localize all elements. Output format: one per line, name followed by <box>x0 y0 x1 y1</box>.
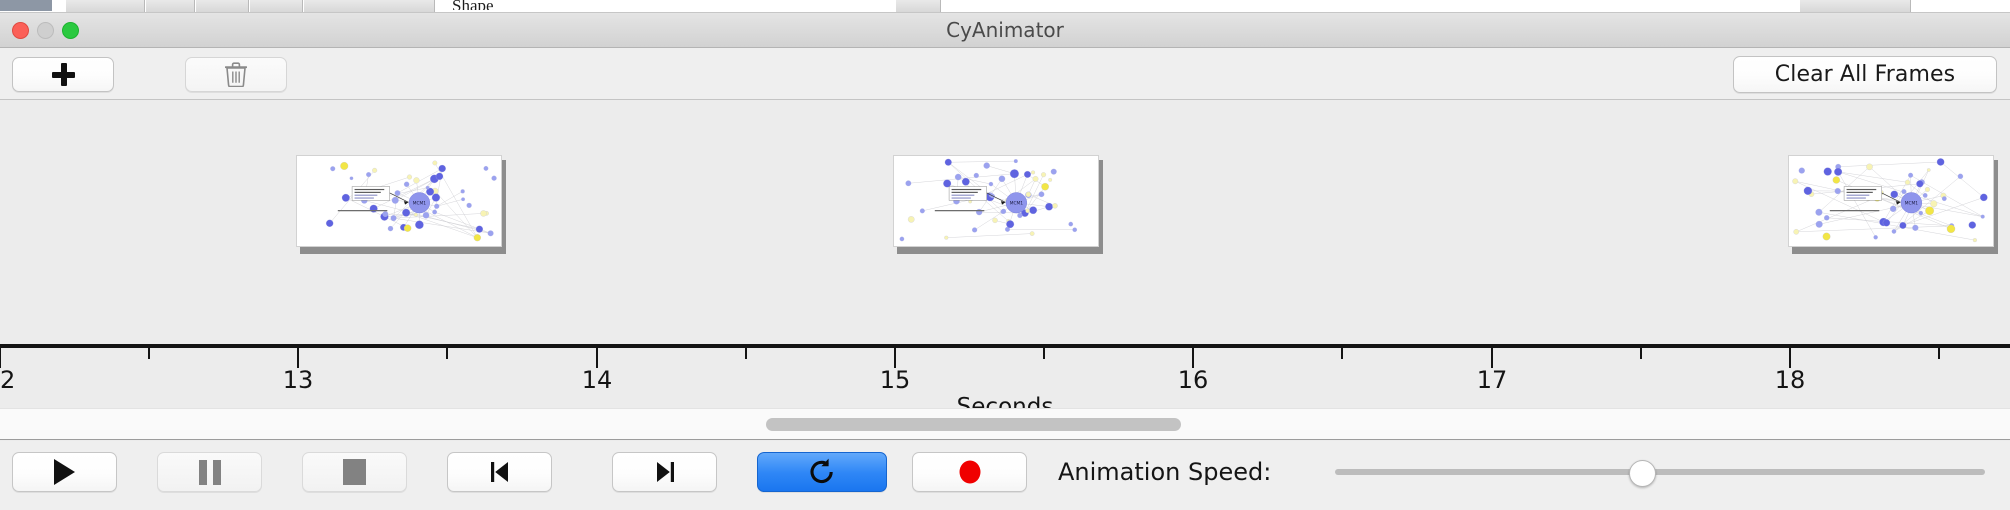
axis-tick-major <box>894 348 896 368</box>
background-tab-fragment <box>1800 0 1911 13</box>
network-graph-preview: MCM1 <box>1788 155 1994 247</box>
background-window-sliver: Shape <box>0 0 2010 13</box>
axis-tick-label: 17 <box>1476 366 1508 394</box>
skip-to-start-button[interactable] <box>447 452 552 492</box>
svg-text:MCM1: MCM1 <box>413 200 427 206</box>
background-tab-fragment <box>196 0 249 13</box>
axis-tick-major <box>0 348 1 368</box>
axis-tick-minor <box>148 348 150 359</box>
background-tab-fragment <box>146 0 195 13</box>
loop-button[interactable] <box>757 452 887 492</box>
loop-icon <box>810 458 833 484</box>
scrollbar-thumb[interactable] <box>766 418 1181 431</box>
stop-button[interactable] <box>302 452 407 492</box>
axis-tick-minor <box>446 348 448 359</box>
zoom-button[interactable] <box>62 22 79 39</box>
frame-thumbnail[interactable]: MCM1 <box>893 155 1103 254</box>
clear-all-frames-label: Clear All Frames <box>1774 62 1956 87</box>
network-graph-preview: MCM1 <box>893 155 1099 247</box>
background-tab-fragment <box>304 0 435 13</box>
network-graph-preview: MCM1 <box>296 155 502 247</box>
animation-speed-slider[interactable] <box>1335 452 1985 492</box>
frame-thumbnail[interactable]: MCM1 <box>296 155 506 254</box>
skip-to-end-button[interactable] <box>612 452 717 492</box>
background-tab-fragment <box>250 0 303 13</box>
delete-frame-button[interactable] <box>185 57 287 92</box>
plus-icon <box>51 63 75 86</box>
minimize-button[interactable] <box>37 22 54 39</box>
axis-tick-label: 13 <box>282 366 314 394</box>
svg-text:MCM1: MCM1 <box>1905 200 1919 206</box>
axis-tick-major <box>1789 348 1791 368</box>
animation-speed-label: Animation Speed: <box>1058 458 1272 486</box>
timeline-pane[interactable]: MCM1 MCM1 MCM1 12 13 14 15 16 17 18 Seconds <box>0 100 2010 408</box>
top-toolbar: Clear All Frames <box>0 48 2010 100</box>
background-window-label: Shape <box>452 0 494 10</box>
background-window-divider <box>0 12 2010 13</box>
axis-tick-major <box>1491 348 1493 368</box>
add-frame-button[interactable] <box>12 57 114 92</box>
stop-icon <box>343 459 366 485</box>
axis-tick-major <box>596 348 598 368</box>
axis-tick-major <box>297 348 299 368</box>
axis-tick-minor <box>745 348 747 359</box>
record-button[interactable] <box>912 452 1027 492</box>
axis-tick-label: 18 <box>1774 366 1806 394</box>
pause-button[interactable] <box>157 452 262 492</box>
window-title: CyAnimator <box>946 18 1064 42</box>
slider-track <box>1335 469 1985 475</box>
slider-thumb[interactable] <box>1628 460 1656 487</box>
play-icon <box>54 459 75 485</box>
record-icon <box>959 460 980 484</box>
axis-tick-label: 14 <box>581 366 613 394</box>
background-tab-fragment <box>66 0 145 13</box>
axis-title: Seconds <box>956 394 1054 408</box>
skip-forward-icon <box>656 462 674 482</box>
axis-tick-minor <box>1640 348 1642 359</box>
skip-back-icon <box>490 462 508 482</box>
axis-tick-label: 16 <box>1177 366 1209 394</box>
play-button[interactable] <box>12 452 117 492</box>
clear-all-frames-button[interactable]: Clear All Frames <box>1733 56 1997 93</box>
titlebar: CyAnimator <box>0 13 2010 48</box>
svg-text:MCM1: MCM1 <box>1010 200 1024 206</box>
timeline-axis <box>0 344 2010 348</box>
trash-icon <box>225 62 247 87</box>
axis-tick-label: 12 <box>0 366 16 394</box>
axis-tick-major <box>1192 348 1194 368</box>
window-controls <box>12 22 79 39</box>
playback-toolbar: Animation Speed: <box>0 441 2010 510</box>
background-window-titlebar-fragment <box>0 0 52 11</box>
axis-tick-label: 15 <box>879 366 911 394</box>
background-tab-fragment <box>896 0 941 13</box>
axis-tick-minor <box>1938 348 1940 359</box>
axis-tick-minor <box>1341 348 1343 359</box>
pause-icon <box>198 459 221 485</box>
close-button[interactable] <box>12 22 29 39</box>
frame-thumbnail[interactable]: MCM1 <box>1788 155 1998 254</box>
axis-tick-minor <box>1043 348 1045 359</box>
timeline-horizontal-scrollbar[interactable] <box>0 408 2010 440</box>
